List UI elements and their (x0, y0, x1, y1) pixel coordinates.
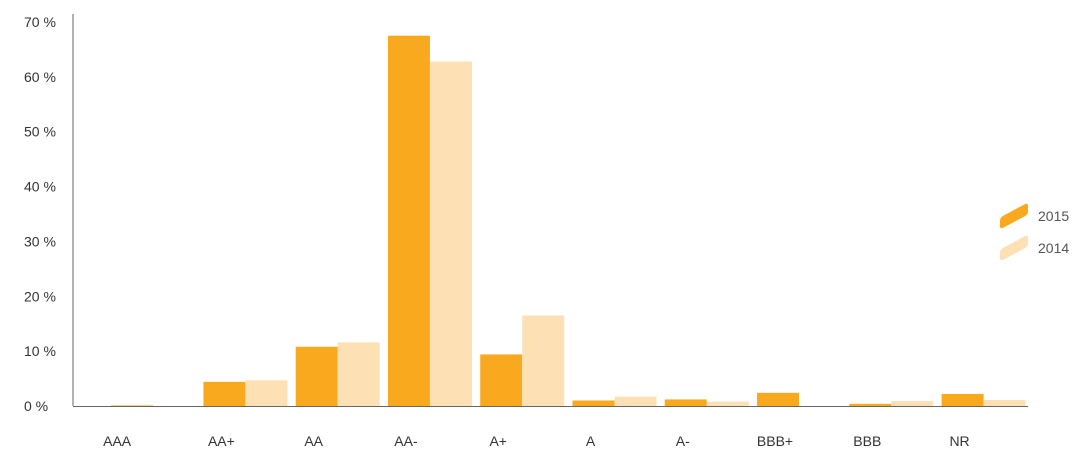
bar-2014-aa (337, 342, 380, 406)
x-tick-label: BBB (853, 433, 881, 449)
bars (111, 35, 1026, 407)
bar-2015-aa (295, 346, 338, 406)
bar-2014-a (614, 396, 657, 406)
y-tick-label: 50 % (24, 124, 56, 140)
x-tick-label: AA (304, 433, 323, 449)
legend: 2015 2014 (1000, 200, 1080, 264)
bar-2014-aaplus (245, 380, 288, 406)
x-tick-label: A (586, 433, 596, 449)
y-axis: 0 % 10 % 20 % 30 % 40 % 50 % 60 % 70 % (24, 14, 74, 414)
x-tick-label: A- (676, 433, 690, 449)
bar-2014-aaminus (429, 61, 472, 407)
bar-2014-bbb (891, 401, 934, 406)
y-tick-label: 20 % (24, 288, 56, 304)
bar-2014-aminus (706, 401, 749, 406)
legend-label-2015: 2015 (1038, 208, 1070, 224)
legend-item-2014: 2014 (1000, 232, 1080, 264)
bar-2014-aplus (522, 315, 565, 406)
bar-2015-aaplus (203, 381, 246, 406)
legend-label-2014: 2014 (1038, 240, 1070, 256)
x-axis-labels: AAA AA+ AA AA- A+ A A- BBB+ BBB NR (103, 433, 970, 449)
bar-2015-bbb (849, 403, 892, 406)
bar-2015-aaa (111, 405, 154, 406)
y-tick-label: 40 % (24, 179, 56, 195)
x-tick-label: BBB+ (757, 433, 793, 449)
bar-2015-aminus (664, 399, 707, 406)
bar-2015-nr (941, 393, 984, 406)
x-tick-label: A+ (489, 433, 507, 449)
bar-2015-aaminus (387, 35, 430, 406)
x-tick-label: NR (949, 433, 969, 449)
x-tick-label: AA- (394, 433, 418, 449)
x-tick-label: AAA (103, 433, 132, 449)
bar-2015-bbbplus (757, 392, 800, 406)
y-tick-label: 0 % (24, 398, 48, 414)
y-tick-label: 10 % (24, 343, 56, 359)
legend-swatch-2014 (1000, 234, 1028, 262)
legend-swatch-2015 (1000, 202, 1028, 230)
bar-2015-a (572, 400, 615, 406)
y-tick-label: 60 % (24, 69, 56, 85)
x-tick-label: AA+ (208, 433, 235, 449)
bar-2015-aplus (480, 354, 523, 406)
y-tick-label: 70 % (24, 14, 56, 30)
bar-2014-nr (983, 399, 1026, 406)
legend-item-2015: 2015 (1000, 200, 1080, 232)
y-tick-label: 30 % (24, 233, 56, 249)
